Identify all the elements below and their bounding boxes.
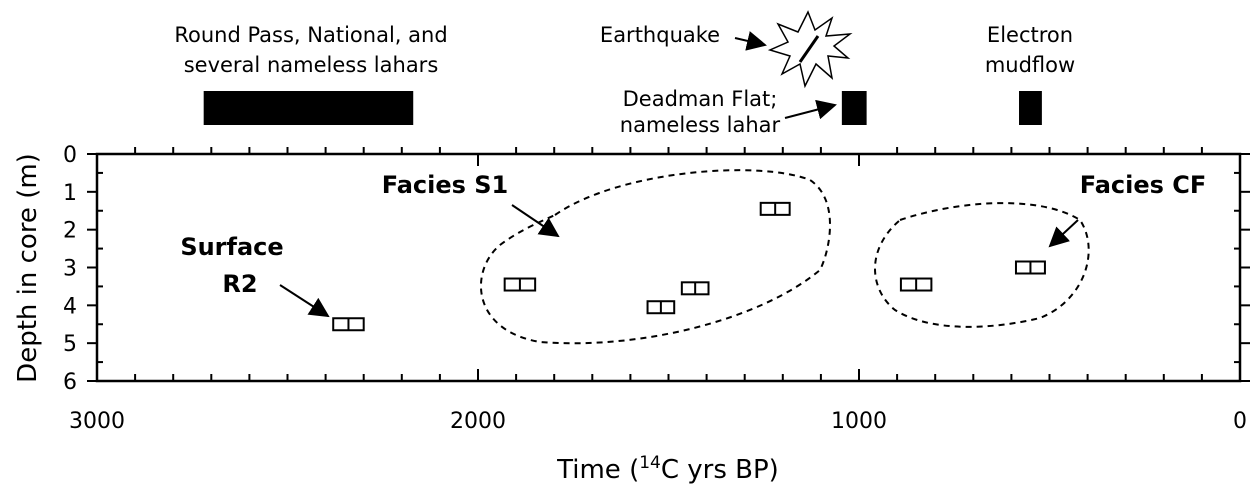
event-label: Round Pass, National, and: [174, 23, 447, 47]
facies-cf-outline: [874, 202, 1090, 328]
x-tick-label: 1000: [831, 409, 887, 434]
x-label-part: Time (: [556, 455, 639, 485]
event-bar: [841, 91, 867, 125]
facies-s1-outline: [480, 169, 831, 345]
arrow: [784, 99, 837, 120]
annotation: R2: [222, 270, 257, 298]
x-label-part: C yrs BP): [661, 455, 779, 485]
y-tick-label: 2: [63, 219, 77, 244]
y-tick-label: 0: [63, 143, 77, 168]
y-tick-label: 5: [63, 332, 77, 357]
fault-mark: [798, 35, 820, 63]
arrow: [734, 31, 767, 51]
annotation: Facies CF: [1080, 171, 1207, 199]
y-tick-label: 1: [63, 181, 77, 206]
y-tick-label: 3: [63, 257, 77, 282]
event-label: Deadman Flat;: [623, 87, 778, 111]
event-label: Electron: [987, 23, 1073, 47]
event-label: mudflow: [985, 53, 1075, 77]
x-tick-label: 0: [1233, 409, 1247, 434]
annotation: Surface: [180, 233, 283, 261]
event-bar: [1019, 91, 1042, 125]
event-label: several nameless lahars: [184, 53, 439, 77]
plot-frame: [95, 152, 1242, 383]
arrow: [1048, 219, 1079, 248]
event-label: nameless lahar: [620, 113, 781, 137]
x-axis-label: Time (14C yrs BP): [556, 453, 779, 485]
arrow: [279, 284, 330, 318]
annotation: Earthquake: [600, 23, 720, 47]
y-tick-label: 4: [63, 294, 77, 319]
x-tick-label: 3000: [69, 409, 125, 434]
x-label-part: 14: [639, 453, 661, 473]
arrow: [511, 204, 560, 238]
event-bar: [203, 91, 414, 125]
y-tick-label: 6: [63, 370, 77, 395]
y-axis-label: Depth in core (m): [13, 153, 43, 383]
x-tick-label: 2000: [450, 409, 506, 434]
annotation: Facies S1: [382, 171, 509, 199]
